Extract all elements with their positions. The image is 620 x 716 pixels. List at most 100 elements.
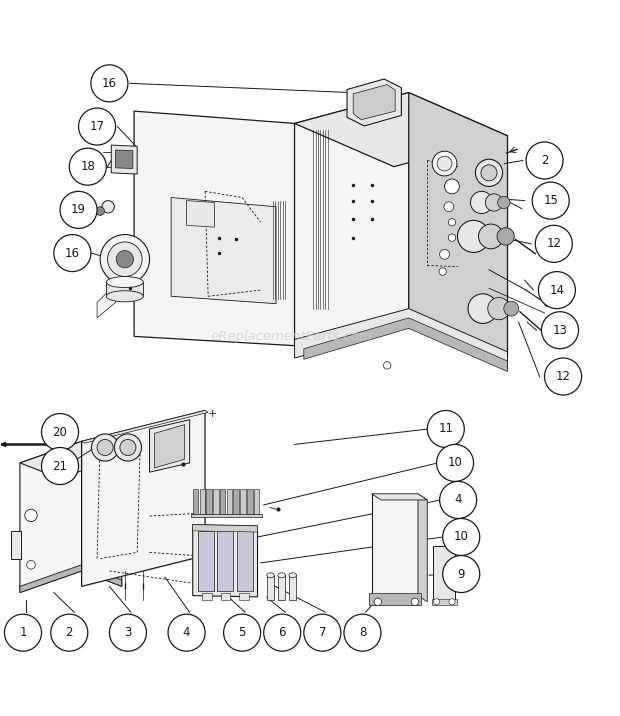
Circle shape [383, 362, 391, 369]
Circle shape [443, 518, 480, 556]
Circle shape [51, 614, 88, 651]
Circle shape [96, 207, 104, 216]
Polygon shape [193, 525, 257, 597]
Circle shape [504, 301, 518, 316]
Circle shape [264, 614, 301, 651]
Circle shape [304, 614, 341, 651]
Circle shape [168, 614, 205, 651]
Circle shape [120, 440, 136, 455]
Text: 2: 2 [66, 626, 73, 639]
Circle shape [97, 440, 113, 455]
Text: 16: 16 [102, 77, 117, 90]
Text: 4: 4 [183, 626, 190, 639]
Polygon shape [234, 489, 239, 513]
Text: 17: 17 [89, 120, 105, 133]
Polygon shape [115, 150, 133, 168]
Circle shape [432, 151, 457, 176]
Polygon shape [82, 410, 208, 443]
Circle shape [449, 599, 455, 605]
Polygon shape [206, 489, 212, 513]
Circle shape [458, 221, 490, 253]
Circle shape [91, 65, 128, 102]
Text: 12: 12 [556, 370, 570, 383]
Circle shape [224, 614, 260, 651]
Ellipse shape [267, 573, 274, 578]
Text: 1: 1 [19, 626, 27, 639]
Ellipse shape [106, 276, 143, 288]
Polygon shape [418, 494, 427, 602]
Polygon shape [134, 111, 294, 346]
Polygon shape [289, 575, 296, 600]
Polygon shape [254, 489, 259, 513]
Circle shape [116, 251, 133, 268]
Circle shape [444, 202, 454, 212]
Polygon shape [372, 494, 427, 500]
Text: eReplacementParts.com: eReplacementParts.com [211, 330, 373, 343]
Polygon shape [227, 489, 232, 513]
Polygon shape [221, 593, 231, 600]
Text: 21: 21 [53, 460, 68, 473]
Text: 14: 14 [549, 284, 564, 296]
Polygon shape [347, 79, 401, 126]
Polygon shape [433, 546, 455, 600]
Circle shape [468, 294, 498, 324]
Polygon shape [294, 92, 409, 346]
Polygon shape [372, 494, 418, 596]
Circle shape [485, 194, 503, 211]
Polygon shape [278, 575, 285, 600]
Polygon shape [82, 410, 205, 586]
Polygon shape [213, 489, 219, 513]
Circle shape [92, 434, 118, 461]
Circle shape [445, 179, 459, 194]
Circle shape [538, 271, 575, 309]
Polygon shape [82, 441, 122, 586]
Polygon shape [106, 282, 143, 296]
Text: 5: 5 [239, 626, 246, 639]
Circle shape [544, 358, 582, 395]
Polygon shape [20, 441, 82, 593]
Circle shape [476, 159, 503, 186]
Circle shape [109, 614, 146, 651]
Polygon shape [241, 489, 246, 513]
Circle shape [443, 556, 480, 593]
Circle shape [411, 598, 418, 606]
Polygon shape [432, 599, 457, 605]
Circle shape [42, 414, 79, 450]
Polygon shape [149, 420, 190, 472]
Text: 15: 15 [543, 194, 558, 207]
Polygon shape [11, 531, 21, 558]
Text: 9: 9 [458, 568, 465, 581]
Polygon shape [111, 145, 137, 174]
Circle shape [471, 191, 493, 213]
Polygon shape [154, 425, 185, 468]
Text: 2: 2 [541, 154, 548, 167]
Circle shape [497, 228, 515, 245]
Text: +: + [208, 409, 217, 419]
Circle shape [433, 599, 440, 605]
Polygon shape [218, 531, 234, 591]
Circle shape [448, 234, 456, 241]
Text: 6: 6 [278, 626, 286, 639]
Polygon shape [409, 92, 508, 357]
Polygon shape [198, 531, 214, 591]
Polygon shape [247, 489, 252, 513]
Ellipse shape [278, 573, 285, 578]
Circle shape [541, 311, 578, 349]
Ellipse shape [106, 291, 143, 302]
Circle shape [27, 561, 35, 569]
Polygon shape [20, 565, 122, 593]
Text: 7: 7 [319, 626, 326, 639]
Circle shape [440, 249, 450, 259]
Text: 12: 12 [546, 237, 561, 251]
Circle shape [488, 298, 510, 320]
Polygon shape [294, 92, 508, 167]
Polygon shape [237, 531, 253, 591]
Circle shape [114, 434, 141, 461]
Circle shape [54, 235, 91, 271]
Text: 19: 19 [71, 203, 86, 216]
Polygon shape [200, 489, 205, 513]
Circle shape [42, 448, 79, 485]
Text: 8: 8 [359, 626, 366, 639]
Text: 20: 20 [53, 425, 68, 439]
Ellipse shape [289, 573, 296, 578]
